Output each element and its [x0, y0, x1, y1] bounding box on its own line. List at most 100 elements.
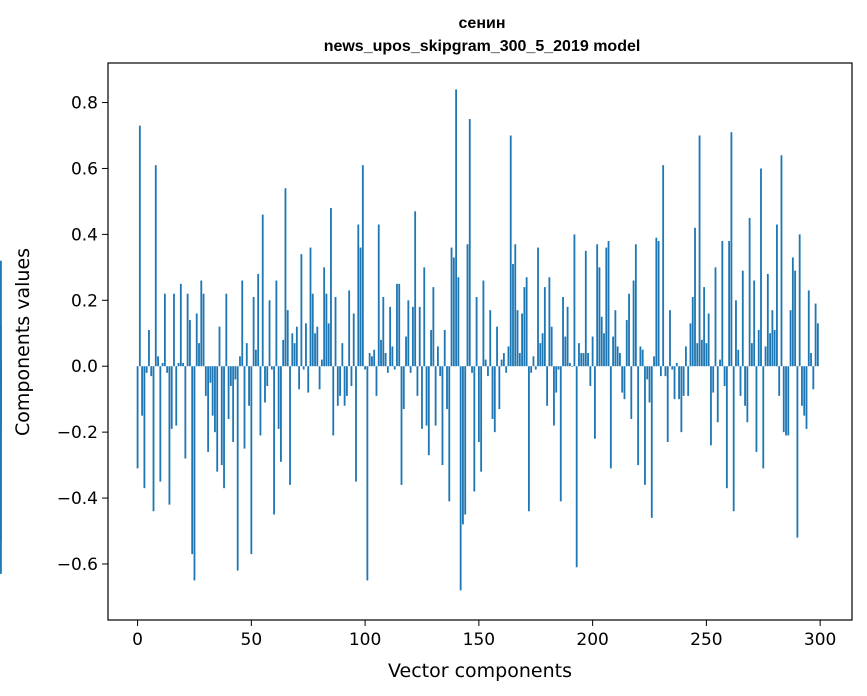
bar: [612, 336, 615, 367]
x-tick-label: 50: [241, 630, 263, 650]
bar: [630, 366, 633, 419]
bar: [345, 366, 348, 396]
bar: [644, 366, 646, 485]
bar: [634, 244, 637, 367]
bar: [275, 280, 278, 367]
bar: [352, 313, 355, 367]
bar: [787, 366, 790, 436]
bar: [589, 366, 592, 386]
bar: [361, 165, 364, 367]
bar: [173, 293, 175, 367]
bar: [186, 293, 189, 367]
bar: [145, 366, 148, 373]
bar: [309, 247, 312, 367]
bar: [771, 310, 774, 367]
bar: [364, 366, 367, 370]
bar: [189, 320, 191, 367]
bar: [334, 297, 337, 367]
bar: [411, 306, 414, 367]
bar: [182, 362, 184, 367]
bar: [584, 250, 587, 367]
y-tick-label: 0.2: [71, 291, 98, 311]
bar: [298, 366, 301, 390]
bar: [227, 366, 230, 419]
bar: [273, 366, 275, 515]
bar: [430, 329, 432, 367]
bar: [305, 323, 307, 367]
bar: [202, 293, 205, 367]
bar: [691, 297, 694, 367]
bar: [389, 306, 392, 367]
y-axis-ticks: −0.6 −0.4 −0.2 0.0 0.2 0.4 0.6 0.8: [57, 94, 108, 575]
bar: [605, 247, 608, 367]
bar: [161, 362, 164, 367]
bar: [157, 356, 159, 367]
bar: [614, 310, 617, 367]
bar: [343, 366, 346, 406]
bar: [450, 247, 453, 367]
bar: [603, 333, 605, 367]
bar: [744, 366, 746, 406]
bar: [741, 270, 744, 367]
x-tick-label: 300: [804, 630, 836, 650]
bar: [609, 366, 612, 469]
x-axis-label: Vector components: [388, 660, 572, 682]
bar: [366, 366, 369, 581]
bar: [778, 366, 781, 396]
bar: [198, 343, 200, 367]
bar: [377, 224, 380, 367]
bar: [229, 366, 232, 386]
bar: [600, 316, 603, 367]
bar: [664, 366, 667, 377]
bar: [484, 359, 487, 367]
x-tick-label: 100: [349, 630, 381, 650]
bar: [700, 339, 703, 367]
bar: [564, 336, 567, 367]
bar: [637, 366, 640, 466]
bar: [523, 287, 526, 367]
bar: [732, 366, 735, 512]
bar: [619, 353, 621, 367]
bar: [207, 366, 210, 452]
y-tick-label: 0.8: [71, 94, 98, 114]
y-tick-label: −0.6: [57, 555, 98, 575]
bar: [402, 366, 405, 410]
bar: [243, 366, 246, 449]
bar: [0, 366, 2, 426]
bar: [138, 125, 141, 367]
bar: [293, 343, 296, 367]
bar: [163, 293, 166, 367]
bar: [195, 313, 198, 367]
bar: [580, 353, 583, 367]
bar: [780, 155, 783, 367]
bar: [596, 244, 599, 367]
bar: [375, 366, 378, 396]
bar: [539, 343, 542, 367]
bar: [687, 366, 690, 396]
bar: [204, 366, 207, 396]
bar: [177, 362, 180, 367]
bar: [628, 293, 630, 367]
bar: [311, 293, 314, 367]
bar: [316, 326, 319, 367]
bar: [730, 132, 733, 367]
bar: [0, 366, 2, 574]
bar: [710, 366, 712, 446]
bar: [493, 366, 496, 433]
bar: [655, 237, 658, 367]
bar: [384, 353, 387, 367]
bar: [591, 336, 594, 367]
bar: [359, 247, 362, 367]
bar: [502, 353, 505, 367]
bar: [675, 362, 678, 367]
bar: [698, 135, 701, 367]
bar: [409, 366, 412, 373]
bar: [685, 346, 687, 367]
bar: [355, 366, 357, 482]
bar: [268, 300, 271, 367]
bar: [236, 366, 239, 571]
bar: [773, 329, 776, 367]
chart-title-line1: сенин: [459, 15, 506, 32]
bar: [220, 366, 223, 466]
bar: [380, 339, 382, 367]
